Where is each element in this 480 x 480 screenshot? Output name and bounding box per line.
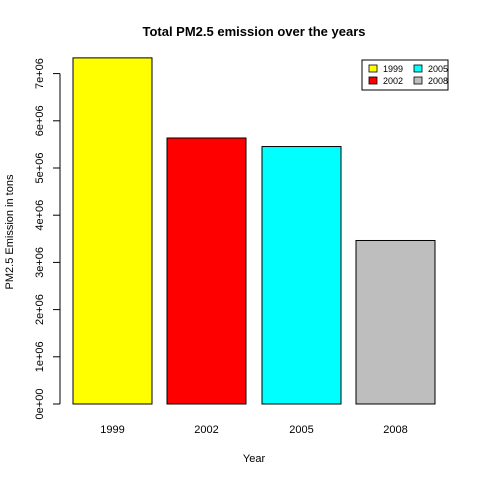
y-tick-label: 6e+06 — [34, 105, 46, 136]
chart-title: Total PM2.5 emission over the years — [142, 24, 365, 39]
bar-2002 — [166, 137, 247, 405]
bar-2008 — [355, 239, 436, 405]
legend-swatch-2005 — [413, 64, 423, 73]
x-tick-label-2008: 2008 — [383, 424, 407, 436]
legend-label-2002: 2002 — [383, 76, 403, 86]
y-tick-label: 1e+06 — [34, 341, 46, 372]
y-tick-label: 3e+06 — [34, 247, 46, 278]
legend-label-2008: 2008 — [428, 76, 448, 86]
x-tick-label-1999: 1999 — [100, 424, 124, 436]
legend-swatch-2008 — [413, 76, 423, 85]
bar-2005 — [261, 146, 342, 405]
y-axis-label: PM2.5 Emission in tons — [4, 174, 16, 289]
legend-label-2005: 2005 — [428, 64, 448, 74]
x-tick-label-2002: 2002 — [194, 424, 218, 436]
y-axis: 0e+00 1e+06 2e+06 3e+06 4e+06 5e+06 6e+06 7e+06 — [34, 58, 61, 420]
legend: 1999 2005 2002 2008 — [361, 59, 449, 91]
x-axis-label: Year — [243, 453, 266, 465]
legend-swatch-1999 — [368, 64, 378, 73]
bars-group — [72, 57, 436, 405]
y-tick-label: 7e+06 — [34, 58, 46, 89]
x-tick-label-2005: 2005 — [289, 424, 313, 436]
legend-swatch-2002 — [368, 76, 378, 85]
y-tick-label: 0e+00 — [34, 389, 46, 420]
y-tick-label: 5e+06 — [34, 153, 46, 184]
x-tick-labels: 1999 2002 2005 2008 — [100, 424, 407, 436]
legend-label-1999: 1999 — [383, 64, 403, 74]
bar-1999 — [72, 57, 153, 405]
y-tick-label: 2e+06 — [34, 294, 46, 325]
y-tick-label: 4e+06 — [34, 200, 46, 231]
